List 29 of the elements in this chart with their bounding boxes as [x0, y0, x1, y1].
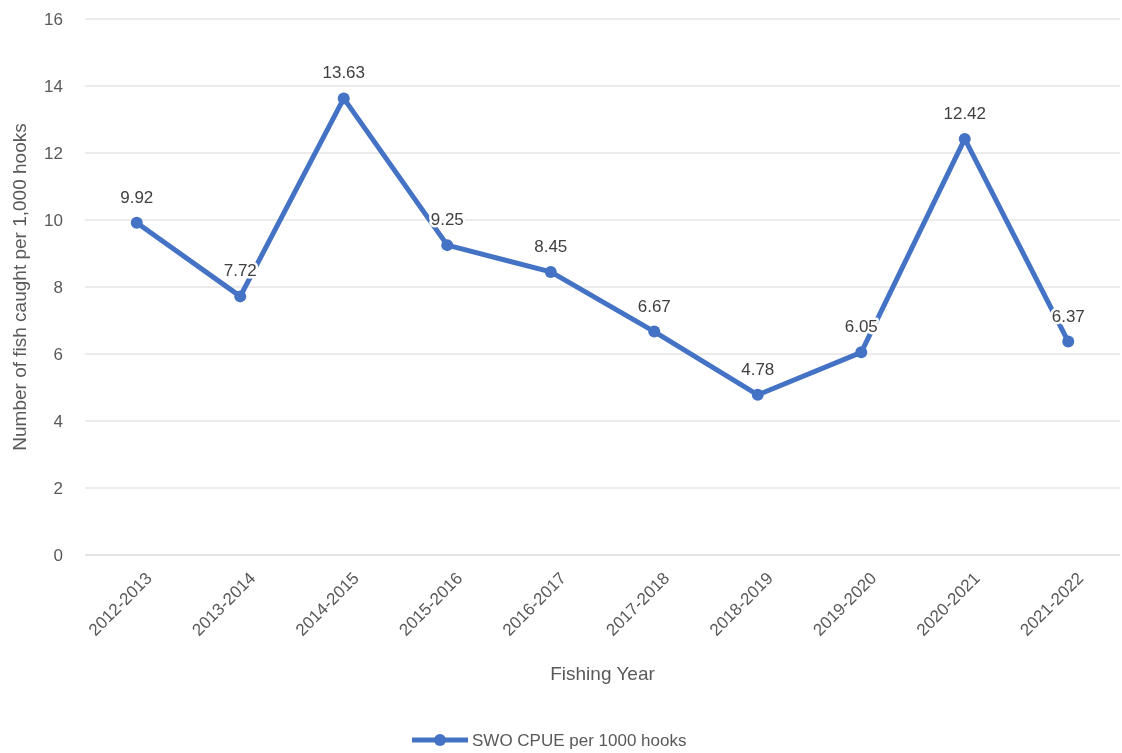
point: [958, 132, 971, 145]
data-label: 9.25: [430, 210, 464, 230]
point: [441, 239, 454, 252]
point: [855, 346, 868, 359]
legend-label: SWO CPUE per 1000 hooks: [472, 730, 687, 750]
data-label: 8.45: [534, 236, 568, 256]
y-tick-label: 4: [53, 411, 63, 431]
x-axis-title: Fishing Year: [550, 663, 656, 684]
y-tick-label: 0: [53, 545, 63, 565]
point: [751, 388, 764, 401]
point: [130, 216, 143, 229]
y-tick-label: 16: [44, 9, 63, 29]
data-label: 12.42: [943, 103, 987, 123]
data-label: 6.67: [637, 296, 671, 316]
point: [648, 325, 661, 338]
data-label: 13.63: [322, 63, 366, 83]
y-tick-label: 8: [53, 277, 63, 297]
y-tick-label: 10: [44, 210, 63, 230]
point: [337, 92, 350, 105]
y-tick-label: 12: [44, 143, 63, 163]
y-tick-label: 6: [53, 344, 63, 364]
point: [234, 290, 247, 303]
y-tick-label: 14: [44, 76, 63, 96]
y-tick-label: 2: [53, 478, 63, 498]
point: [1062, 335, 1075, 348]
point: [544, 265, 557, 278]
data-label: 4.78: [741, 359, 775, 379]
y-axis-title: Number of fish caught per 1,000 hooks: [9, 123, 30, 451]
data-label: 9.92: [120, 187, 154, 207]
